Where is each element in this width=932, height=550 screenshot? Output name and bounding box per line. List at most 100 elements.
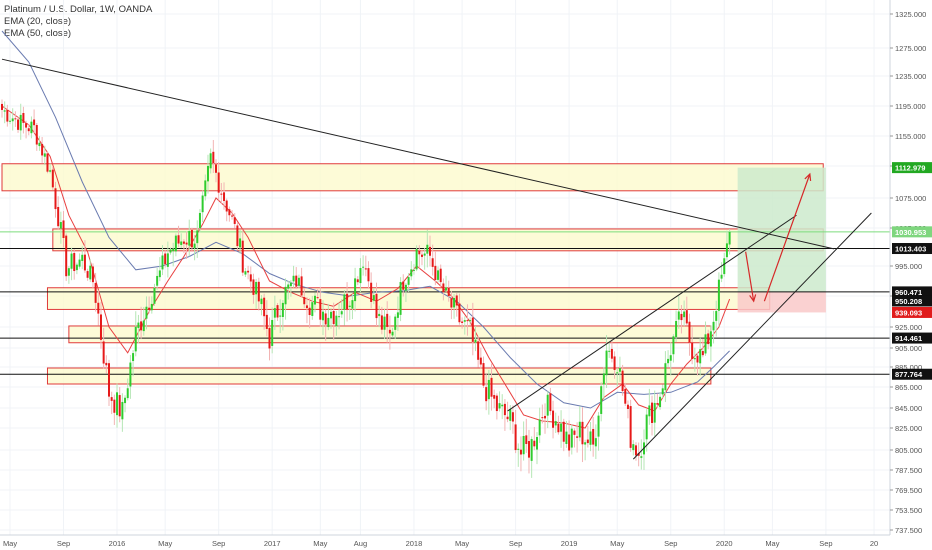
candle-body-174	[466, 320, 469, 322]
time-axis[interactable]: May Sep 2016 May Sep 2017 May Aug 2018 May Sep 2019…	[0, 534, 890, 550]
candle-body-197	[527, 441, 530, 458]
projection-arrows	[745, 172, 812, 303]
candle-body-35	[94, 282, 97, 303]
candle-body-232	[621, 370, 624, 392]
candle-body-266	[712, 321, 715, 331]
candle-body-136	[364, 268, 367, 270]
candle-body-13	[35, 125, 38, 145]
candle-body-27	[73, 253, 76, 272]
candle-body-181	[485, 387, 488, 402]
candle-body-106	[284, 286, 287, 305]
candle-body-128	[343, 294, 346, 310]
candle-body-172	[461, 321, 464, 323]
candle-body-189	[506, 416, 509, 420]
candle-body-110	[295, 275, 298, 287]
time-axis-bg	[0, 535, 890, 550]
candle-body-193	[517, 448, 520, 450]
candle-body-142	[380, 315, 383, 330]
candle-body-122	[327, 317, 330, 328]
candle-body-183	[490, 377, 493, 397]
candle-body-163	[437, 270, 440, 280]
candle-body-187	[501, 404, 504, 407]
candle-body-149	[399, 281, 402, 315]
candle-body-218	[584, 442, 587, 445]
candle-body-151	[404, 284, 407, 291]
candle-body-64	[172, 248, 175, 252]
long-position-tool[interactable]	[737, 167, 826, 313]
zone-4	[46, 367, 712, 385]
y-tick-label-11: 905.000	[895, 344, 922, 353]
candle-body-263	[704, 334, 707, 354]
candle-body-222	[594, 438, 597, 447]
y-tick-label-19: 753.500	[895, 506, 922, 515]
price-axis[interactable]: 1325.000 1275.000 1235.000 1195.000 1155.000…	[889, 0, 932, 550]
price-badge-0	[892, 162, 932, 174]
candle-body-9	[25, 123, 28, 128]
candle-body-272	[728, 231, 731, 245]
x-tick-label-2: 2016	[109, 539, 126, 548]
candle-body-267	[715, 311, 718, 321]
candle-body-198	[530, 439, 533, 461]
x-tick-label-15: May	[765, 539, 779, 548]
candle-body-148	[396, 312, 399, 318]
candle-body-43	[116, 392, 119, 416]
candle-body-171	[458, 303, 461, 323]
candle-body-40	[108, 363, 110, 397]
candle-body-47	[126, 388, 129, 399]
candle-body-208	[557, 423, 560, 433]
arrow-head-1	[804, 172, 812, 182]
x-tick-label-11: 2019	[561, 539, 578, 548]
candle-body-242	[648, 405, 651, 417]
candle-body-258	[691, 342, 694, 360]
candle-body-15	[41, 143, 44, 156]
candle-body-53	[142, 320, 145, 332]
candle-body-8	[22, 113, 25, 123]
candle-body-34	[91, 266, 94, 283]
candle-body-219	[586, 439, 589, 444]
candle-body-234	[626, 404, 629, 409]
candle-body-176	[471, 317, 474, 342]
candle-body-131	[351, 300, 354, 309]
target-area	[737, 167, 826, 292]
candle-body-162	[434, 265, 437, 280]
candle-body-20	[54, 188, 57, 210]
candle-body-92	[247, 270, 250, 273]
candle-body-37	[99, 314, 102, 340]
candle-body-0	[1, 103, 3, 110]
candle-body-114	[305, 305, 308, 309]
candle-body-236	[632, 444, 635, 451]
candle-body-186	[498, 403, 501, 409]
candle-body-116	[311, 302, 314, 316]
candle-body-82	[220, 193, 223, 195]
candle-body-221	[592, 428, 595, 445]
price-axis-bg	[890, 0, 932, 550]
candle-body-233	[624, 388, 627, 404]
candle-body-264	[707, 333, 710, 345]
arrow-head-0	[749, 294, 757, 303]
price-badge-label-2: 1013.403	[895, 245, 926, 254]
candle-body-191	[511, 412, 514, 422]
y-tick-label-10: 925.000	[895, 323, 922, 332]
price-badge-6	[892, 332, 932, 344]
candle-body-17	[46, 153, 49, 172]
candle-body-21	[57, 206, 60, 227]
candle-body-87	[233, 217, 236, 224]
candle-body-132	[354, 278, 357, 302]
candle-body-251	[672, 336, 675, 355]
candle-body-48	[129, 362, 132, 387]
candle-body-133	[356, 279, 359, 283]
candle-body-179	[479, 357, 482, 365]
candle-body-153	[410, 269, 413, 277]
candle-body-26	[70, 253, 73, 269]
candle-body-143	[383, 316, 386, 330]
trendlines[interactable]	[1, 58, 872, 460]
candle-body-76	[204, 180, 207, 197]
candle-body-16	[43, 153, 46, 157]
candle-body-31	[83, 254, 86, 271]
candle-body-202	[541, 417, 544, 419]
candle-body-201	[538, 419, 541, 436]
candle-body-158	[423, 253, 426, 256]
candle-body-119	[319, 299, 322, 320]
candle-body-89	[239, 238, 242, 248]
